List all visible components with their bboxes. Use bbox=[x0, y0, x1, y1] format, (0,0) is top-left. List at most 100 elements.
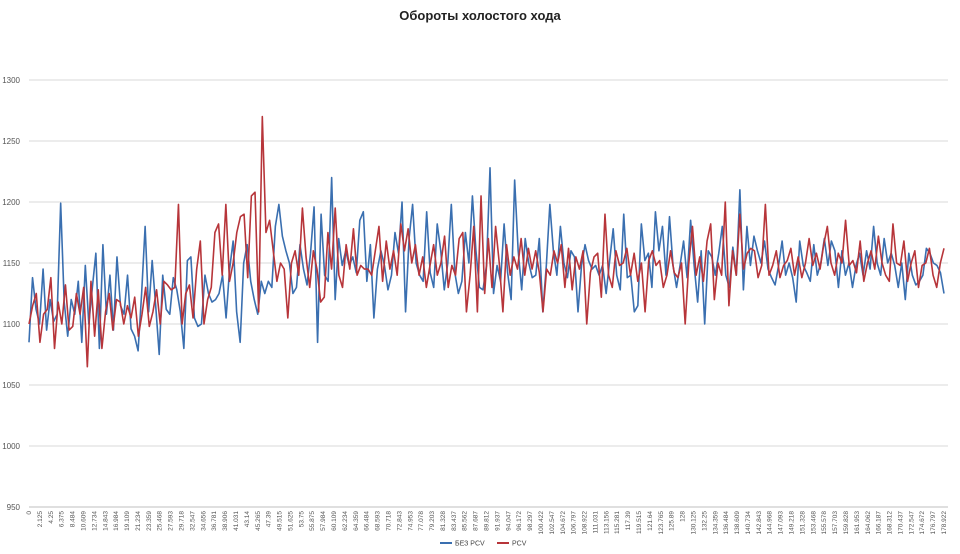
y-tick-label: 1300 bbox=[2, 76, 20, 85]
x-tick-label: 66.484 bbox=[364, 511, 371, 531]
x-tick-label: 29.718 bbox=[179, 511, 186, 531]
x-tick-label: 23.359 bbox=[146, 511, 153, 531]
x-tick-label: 140.734 bbox=[745, 511, 752, 535]
x-tick-label: 8.484 bbox=[70, 511, 77, 528]
x-tick-label: 113.156 bbox=[603, 511, 610, 534]
x-tick-label: 55.875 bbox=[309, 511, 316, 531]
x-tick-label: 155.578 bbox=[821, 511, 828, 535]
x-tick-label: 104.672 bbox=[560, 511, 567, 535]
x-tick-label: 108.922 bbox=[582, 511, 589, 535]
x-tick-label: 128 bbox=[680, 511, 687, 522]
x-tick-label: 72.843 bbox=[396, 511, 403, 531]
x-tick-label: 47.39 bbox=[266, 511, 273, 528]
x-tick-label: 106.797 bbox=[571, 511, 578, 535]
x-tick-label: 2.125 bbox=[37, 511, 44, 528]
y-tick-label: 1200 bbox=[2, 198, 20, 207]
x-tick-label: 176.797 bbox=[930, 511, 937, 535]
x-tick-label: 115.281 bbox=[614, 511, 621, 534]
x-tick-label: 62.234 bbox=[342, 511, 349, 531]
series-line-1 bbox=[28, 115, 945, 368]
x-tick-label: 25.468 bbox=[157, 511, 164, 531]
x-tick-label: 111.031 bbox=[592, 511, 599, 534]
series-lines bbox=[28, 115, 945, 368]
x-tick-label: 125.89 bbox=[669, 511, 676, 531]
x-tick-label: 21.234 bbox=[135, 511, 142, 531]
x-tick-label: 153.468 bbox=[810, 511, 817, 535]
y-tick-label: 1250 bbox=[2, 137, 20, 146]
y-tick-label: 950 bbox=[7, 503, 21, 512]
x-tick-label: 130.125 bbox=[690, 511, 697, 535]
x-tick-label: 32.547 bbox=[189, 511, 196, 531]
x-tick-label: 161.953 bbox=[854, 511, 861, 535]
chart-title: Обороты холостого хода bbox=[399, 8, 561, 23]
x-tick-label: 142.843 bbox=[756, 511, 763, 535]
x-tick-label: 170.437 bbox=[897, 511, 904, 535]
x-tick-label: 157.703 bbox=[832, 511, 839, 535]
x-tick-label: 98.297 bbox=[527, 511, 534, 531]
x-tick-label: 138.609 bbox=[734, 511, 741, 535]
x-tick-label: 94.047 bbox=[505, 511, 512, 531]
x-tick-label: 53.75 bbox=[298, 511, 305, 528]
x-tick-label: 87.687 bbox=[473, 511, 480, 531]
x-tick-label: 70.718 bbox=[385, 511, 392, 531]
x-tick-label: 100.422 bbox=[538, 511, 545, 535]
x-tick-label: 132.25 bbox=[701, 511, 708, 531]
x-tick-label: 43.14 bbox=[244, 511, 251, 528]
x-tick-label: 12.734 bbox=[91, 511, 98, 531]
x-tick-label: 134.359 bbox=[712, 511, 719, 535]
x-tick-label: 41.031 bbox=[233, 511, 240, 531]
legend: БЕЗ PCV PCV bbox=[440, 541, 527, 548]
x-tick-label: 36.781 bbox=[211, 511, 218, 531]
x-tick-label: 166.187 bbox=[876, 511, 883, 535]
x-tick-label: 74.953 bbox=[407, 511, 414, 531]
y-tick-label: 1000 bbox=[2, 442, 20, 451]
x-tick-label: 19.109 bbox=[124, 511, 131, 531]
x-tick-label: 10.609 bbox=[80, 511, 87, 531]
x-tick-label: 68.593 bbox=[375, 511, 382, 531]
x-tick-label: 83.437 bbox=[451, 511, 458, 531]
x-tick-label: 60.109 bbox=[331, 511, 338, 531]
x-tick-label: 6.375 bbox=[59, 511, 66, 528]
legend-label-1: PCV bbox=[512, 541, 527, 548]
x-tick-label: 123.765 bbox=[658, 511, 665, 535]
x-tick-label: 149.218 bbox=[789, 511, 796, 535]
x-tick-label: 77.078 bbox=[418, 511, 425, 531]
x-tick-label: 119.515 bbox=[636, 511, 643, 534]
x-tick-label: 159.828 bbox=[843, 511, 850, 535]
x-tick-label: 0 bbox=[26, 511, 33, 515]
x-tick-label: 38.906 bbox=[222, 511, 229, 531]
x-tick-label: 136.484 bbox=[723, 511, 730, 535]
x-tick-label: 144.968 bbox=[767, 511, 774, 535]
x-tick-label: 27.593 bbox=[168, 511, 175, 531]
x-tick-label: 89.812 bbox=[484, 511, 491, 531]
x-tick-label: 117.39 bbox=[625, 511, 632, 531]
x-tick-label: 174.672 bbox=[919, 511, 926, 535]
x-tick-label: 164.062 bbox=[865, 511, 872, 535]
x-tick-label: 81.328 bbox=[440, 511, 447, 531]
x-tick-label: 45.265 bbox=[255, 511, 262, 531]
x-tick-label: 172.547 bbox=[908, 511, 915, 535]
x-tick-label: 51.625 bbox=[287, 511, 294, 531]
y-tick-label: 1100 bbox=[3, 320, 21, 329]
x-tick-label: 79.203 bbox=[429, 511, 436, 531]
x-tick-label: 91.937 bbox=[494, 511, 501, 531]
x-tick-label: 168.312 bbox=[887, 511, 894, 535]
y-tick-label: 1050 bbox=[2, 381, 20, 390]
x-axis-ticks: 0 2.125 4.25 6.375 8.484 10.609 12.734 14.843 16… bbox=[26, 511, 948, 535]
x-tick-label: 57.984 bbox=[320, 511, 327, 531]
x-tick-label: 85.562 bbox=[462, 511, 469, 531]
x-tick-label: 4.25 bbox=[48, 511, 55, 524]
x-tick-label: 96.172 bbox=[516, 511, 523, 531]
x-tick-label: 16.984 bbox=[113, 511, 120, 531]
x-tick-label: 121.64 bbox=[647, 511, 654, 531]
x-tick-label: 147.093 bbox=[778, 511, 785, 535]
y-tick-label: 1150 bbox=[3, 259, 21, 268]
x-tick-label: 64.359 bbox=[353, 511, 360, 531]
x-tick-label: 14.843 bbox=[102, 511, 109, 531]
x-tick-label: 49.515 bbox=[277, 511, 284, 531]
x-tick-label: 151.328 bbox=[799, 511, 806, 535]
x-tick-label: 102.547 bbox=[549, 511, 556, 535]
y-axis-ticks: 950 1000 1050 1100 1150 1200 1250 1300 bbox=[2, 76, 20, 512]
grid-lines bbox=[29, 79, 948, 447]
